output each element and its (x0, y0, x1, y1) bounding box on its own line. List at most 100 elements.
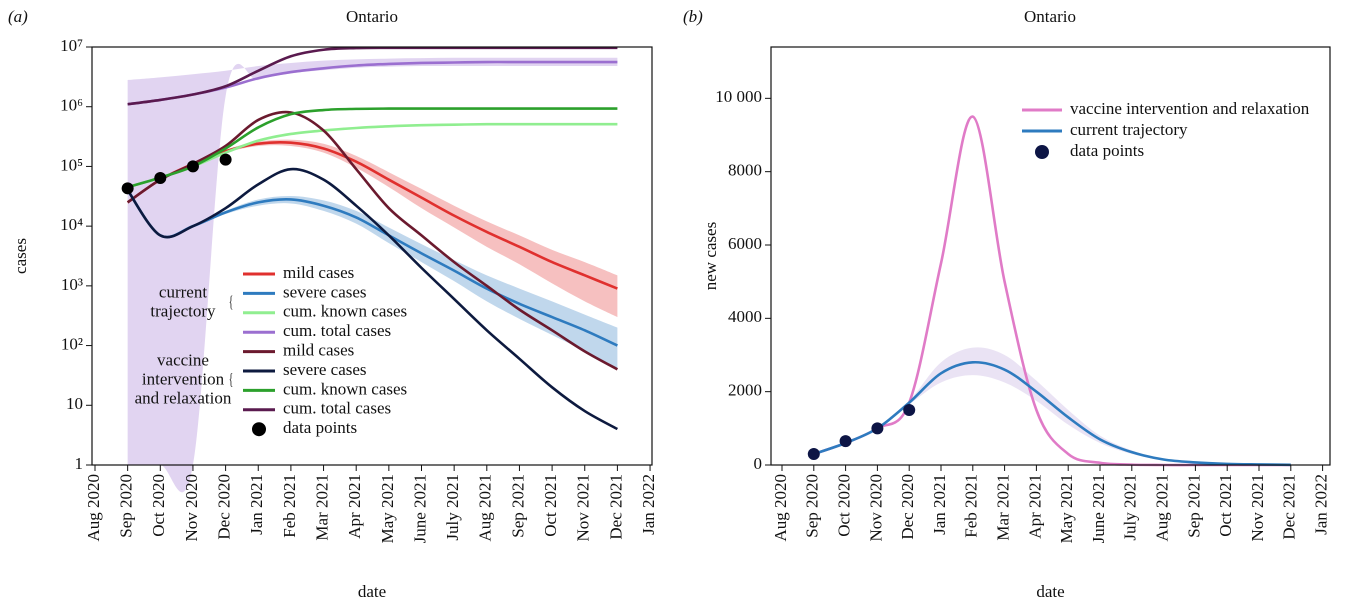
x-tick-label: Feb 2021 (962, 474, 981, 538)
y-tick-label: 10⁴ (60, 215, 83, 234)
x-axis-label: date (358, 582, 386, 601)
legend-marker (252, 422, 266, 437)
legend-group-label: intervention (142, 370, 225, 389)
legend-group-label: trajectory (150, 302, 216, 321)
data-point (807, 448, 820, 460)
chart-title: Ontario (1024, 7, 1076, 26)
data-point (219, 153, 232, 166)
legend-label: mild cases (283, 263, 354, 282)
legend-label: severe cases (283, 360, 367, 379)
y-tick-label: 1 (75, 454, 84, 473)
x-tick-label: July 2021 (1121, 474, 1140, 541)
data-point (871, 422, 884, 435)
data-point (839, 435, 852, 448)
legend-brace: { (229, 370, 233, 389)
series-line (127, 107, 618, 189)
y-tick-label: 10² (61, 334, 83, 353)
legend-group-label: current (159, 283, 207, 302)
x-tick-label: Oct 2021 (1216, 474, 1235, 537)
legend-label: cum. known cases (283, 302, 407, 321)
x-tick-label: Dec 2020 (898, 474, 917, 540)
x-tick-label: Sep 2020 (803, 474, 822, 538)
x-tick-label: Jan 2021 (247, 474, 266, 535)
x-tick-label: Nov 2021 (1248, 474, 1267, 542)
y-tick-label: 6000 (728, 234, 762, 253)
legend-label: vaccine intervention and relaxation (1070, 99, 1310, 118)
legend-group-label: vaccine (157, 351, 209, 370)
x-tick-label: Oct 2021 (541, 474, 560, 537)
panel-label: (b) (683, 7, 703, 26)
legend-label: severe cases (283, 282, 367, 301)
x-tick-label: July 2021 (443, 474, 462, 541)
x-tick-label: Mar 2021 (994, 474, 1013, 541)
x-tick-label: Aug 2021 (1153, 474, 1172, 542)
series-line (126, 110, 619, 371)
legend-label: cum. total cases (283, 321, 391, 340)
x-tick-label: Sep 2021 (508, 474, 527, 538)
x-tick-label: Aug 2020 (84, 474, 103, 542)
y-tick-label: 0 (754, 454, 763, 473)
legend-label: data points (283, 418, 357, 437)
legend-label: cum. known cases (283, 379, 407, 398)
x-tick-label: Apr 2021 (345, 474, 364, 539)
plot-frame (91, 46, 653, 466)
x-tick-label: Jan 2022 (639, 474, 658, 535)
x-tick-label: Aug 2020 (771, 474, 790, 542)
data-point (903, 404, 916, 416)
x-tick-label: Feb 2021 (280, 474, 299, 538)
data-point (186, 160, 199, 173)
series-line (127, 46, 618, 106)
x-tick-label: Jan 2021 (930, 474, 949, 535)
y-tick-label: 10⁵ (60, 155, 83, 174)
y-tick-label: 8000 (728, 161, 762, 180)
data-point (154, 172, 167, 185)
x-tick-label: June 2021 (1089, 474, 1108, 543)
y-tick-label: 10 (66, 394, 83, 413)
x-tick-label: Mar 2021 (312, 474, 331, 541)
x-tick-label: Nov 2020 (182, 474, 201, 542)
y-axis-label: cases (11, 238, 30, 274)
series-line (813, 360, 1291, 467)
x-tick-label: Sep 2021 (1184, 474, 1203, 538)
confidence-band (127, 57, 618, 493)
y-tick-label: 10⁷ (60, 36, 83, 55)
y-tick-label: 10⁶ (60, 96, 83, 115)
legend-group-label: and relaxation (135, 389, 232, 408)
y-tick-label: 10 000 (715, 87, 762, 106)
y-axis-label: new cases (701, 222, 720, 290)
chart-title: Ontario (346, 7, 398, 26)
x-tick-label: Nov 2021 (574, 474, 593, 542)
x-tick-label: Oct 2020 (149, 474, 168, 537)
x-axis-label: date (1036, 582, 1064, 601)
y-tick-label: 2000 (728, 381, 762, 400)
legend-label: data points (1070, 141, 1144, 160)
legend-label: mild cases (283, 341, 354, 360)
x-tick-label: June 2021 (410, 474, 429, 543)
legend-marker (1035, 145, 1049, 159)
y-tick-label: 4000 (728, 307, 762, 326)
x-tick-label: Sep 2020 (117, 474, 136, 538)
legend-label: current trajectory (1070, 120, 1188, 139)
series-line (813, 115, 1291, 467)
legend-label: cum. total cases (283, 399, 391, 418)
legend-brace: { (229, 292, 233, 311)
plot-frame (770, 46, 1331, 466)
data-point (121, 182, 134, 195)
x-tick-label: Aug 2021 (476, 474, 495, 542)
y-tick-label: 10³ (61, 275, 83, 294)
series-line (126, 167, 619, 431)
x-tick-label: May 2021 (378, 474, 397, 543)
series-line (127, 122, 618, 189)
x-tick-label: Dec 2021 (606, 474, 625, 540)
x-tick-label: Dec 2020 (215, 474, 234, 540)
x-tick-label: Oct 2020 (835, 474, 854, 537)
confidence-band (127, 139, 618, 318)
panel-label: (a) (8, 7, 28, 26)
x-tick-label: Jan 2022 (1312, 474, 1331, 535)
x-tick-label: Dec 2021 (1280, 474, 1299, 540)
x-tick-label: Nov 2020 (866, 474, 885, 542)
x-tick-label: Apr 2021 (1025, 474, 1044, 539)
x-tick-label: May 2021 (1057, 474, 1076, 543)
